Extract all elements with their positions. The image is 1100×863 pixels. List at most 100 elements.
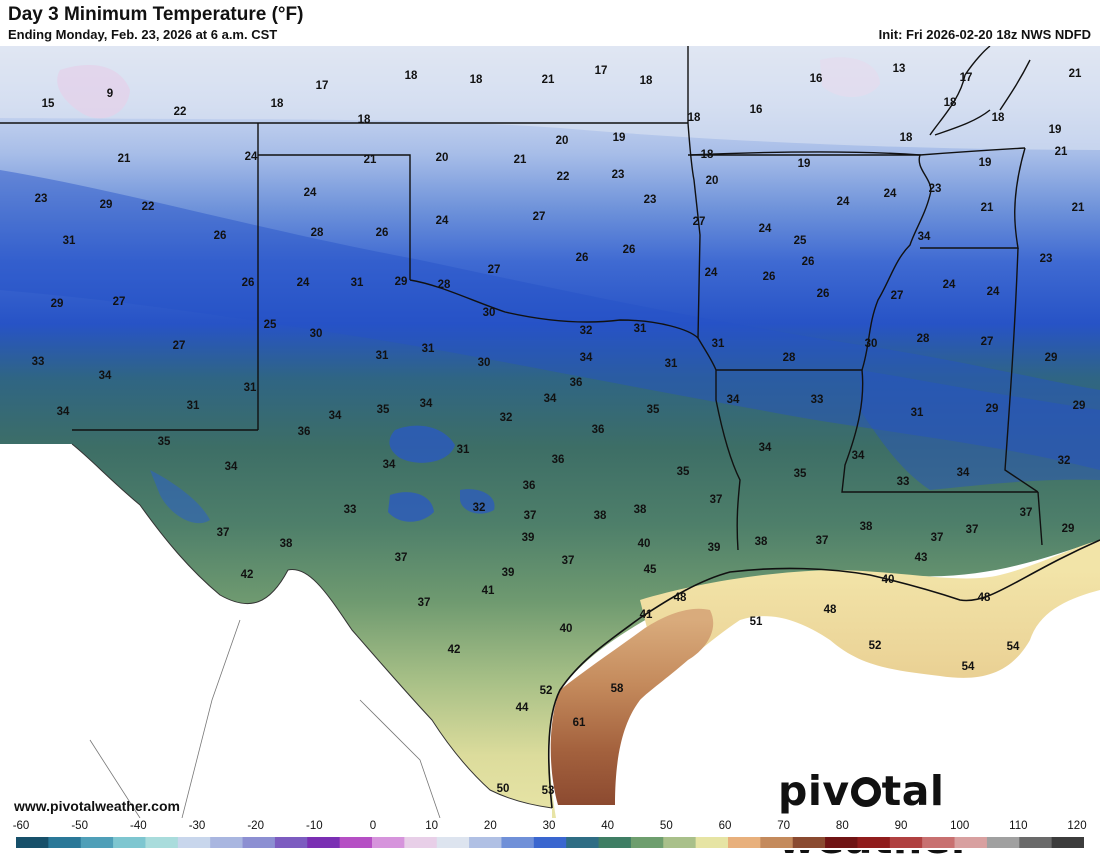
temp-label: 26 [623, 244, 636, 256]
colorbar-segment [274, 837, 308, 848]
temp-label: 36 [552, 454, 565, 466]
temp-label: 30 [310, 328, 323, 340]
temp-label: 37 [966, 524, 979, 536]
temp-label: 35 [377, 404, 390, 416]
temp-label: 24 [759, 223, 772, 235]
temp-label: 40 [882, 574, 895, 586]
temp-label: 39 [522, 532, 535, 544]
temp-label: 34 [225, 461, 238, 473]
temp-label: 17 [960, 72, 973, 84]
temp-label: 36 [570, 377, 583, 389]
colorbar-segment [728, 837, 761, 848]
temp-label: 29 [395, 276, 408, 288]
temp-label: 22 [174, 106, 187, 118]
temp-label: 40 [560, 623, 573, 635]
legend-tick-label: 60 [718, 820, 732, 832]
temp-label: 26 [817, 288, 830, 300]
temp-label: 24 [245, 151, 258, 163]
temp-label: 51 [750, 616, 763, 628]
colorbar-segment [695, 837, 729, 848]
colorbar-segment [339, 837, 373, 848]
temp-label: 33 [811, 394, 824, 406]
temp-label: 19 [798, 158, 811, 170]
colorbar-segment [307, 837, 341, 848]
legend-tick-label: 80 [835, 820, 849, 832]
temp-label: 31 [351, 277, 364, 289]
temp-label: 18 [358, 114, 371, 126]
temp-label: 24 [943, 279, 956, 291]
temp-label: 61 [573, 717, 586, 729]
temp-label: 21 [118, 153, 131, 165]
temp-label: 28 [438, 279, 451, 291]
legend-tick-label: -10 [306, 820, 323, 832]
legend-tick-label: 20 [483, 820, 497, 832]
colorbar-segment [1019, 837, 1053, 848]
temp-label: 23 [929, 183, 942, 195]
temperature-map[interactable]: 15 9 22 18 17 18 18 21 17 18 16 13 17 21 18 18 16 18 18 19 2… [0, 46, 1100, 818]
temp-label: 20 [556, 135, 569, 147]
colorbar-segment [857, 837, 891, 848]
rio-grande-border [71, 443, 553, 809]
temp-label: 27 [981, 336, 994, 348]
temp-label: 34 [852, 450, 865, 462]
model-init-time: Init: Fri 2026-02-20 18z NWS NDFD [878, 27, 1091, 42]
temp-label: 31 [457, 444, 470, 456]
temp-label: 21 [1069, 68, 1082, 80]
website-url[interactable]: www.pivotalweather.com [14, 798, 180, 814]
temp-label: 20 [436, 152, 449, 164]
legend-tick-label: 90 [894, 820, 908, 832]
temp-label: 29 [51, 298, 64, 310]
temp-label: 32 [500, 412, 513, 424]
gulf-coastline [547, 539, 1100, 809]
temp-label: 28 [783, 352, 796, 364]
temp-label: 41 [482, 585, 495, 597]
colorbar-segment [630, 837, 664, 848]
cold-pocket [57, 64, 130, 119]
colorbar-segment [598, 837, 632, 848]
temp-label: 25 [794, 235, 807, 247]
temp-label: 27 [113, 296, 126, 308]
temp-label: 24 [705, 267, 718, 279]
gulf-warm-field [640, 540, 1100, 680]
colorbar-segment [1051, 837, 1084, 848]
temp-label: 58 [611, 683, 624, 695]
state-borders [0, 46, 1043, 551]
colorbar-segment [566, 837, 600, 848]
temp-label: 33 [32, 356, 45, 368]
temp-label: 20 [706, 175, 719, 187]
temp-label: 48 [824, 604, 837, 616]
colorbar-segment [760, 837, 794, 848]
temp-label: 31 [63, 235, 76, 247]
legend-tick-label: 100 [950, 820, 970, 832]
temp-label: 31 [911, 407, 924, 419]
temp-label: 21 [1072, 202, 1085, 214]
temp-label: 37 [931, 532, 944, 544]
temp-label: 9 [107, 88, 113, 100]
temp-label: 35 [677, 466, 690, 478]
legend-tick-label: -50 [71, 820, 88, 832]
mexico-no-data [0, 444, 552, 818]
temp-label: 31 [376, 350, 389, 362]
temp-label: 29 [1045, 352, 1058, 364]
temp-label: 52 [540, 685, 553, 697]
legend-tick-label: 30 [542, 820, 556, 832]
temp-label: 35 [158, 436, 171, 448]
temp-label: 37 [816, 535, 829, 547]
temp-label: 21 [981, 202, 994, 214]
colorbar-segment [792, 837, 826, 848]
temp-label: 31 [665, 358, 678, 370]
temp-label: 25 [264, 319, 277, 331]
temp-label: 37 [524, 510, 537, 522]
temp-label: 22 [557, 171, 570, 183]
temp-label: 34 [580, 352, 593, 364]
temp-label: 18 [640, 75, 653, 87]
colorbar-segment [922, 837, 956, 848]
map-header: Day 3 Minimum Temperature (°F) Ending Mo… [0, 0, 1100, 46]
temp-label: 17 [595, 65, 608, 77]
temp-label: 37 [418, 597, 431, 609]
temp-label: 35 [647, 404, 660, 416]
temp-label: 19 [979, 157, 992, 169]
temp-label: 30 [483, 307, 496, 319]
temp-label: 24 [304, 187, 317, 199]
colorbar-segment [533, 837, 567, 848]
